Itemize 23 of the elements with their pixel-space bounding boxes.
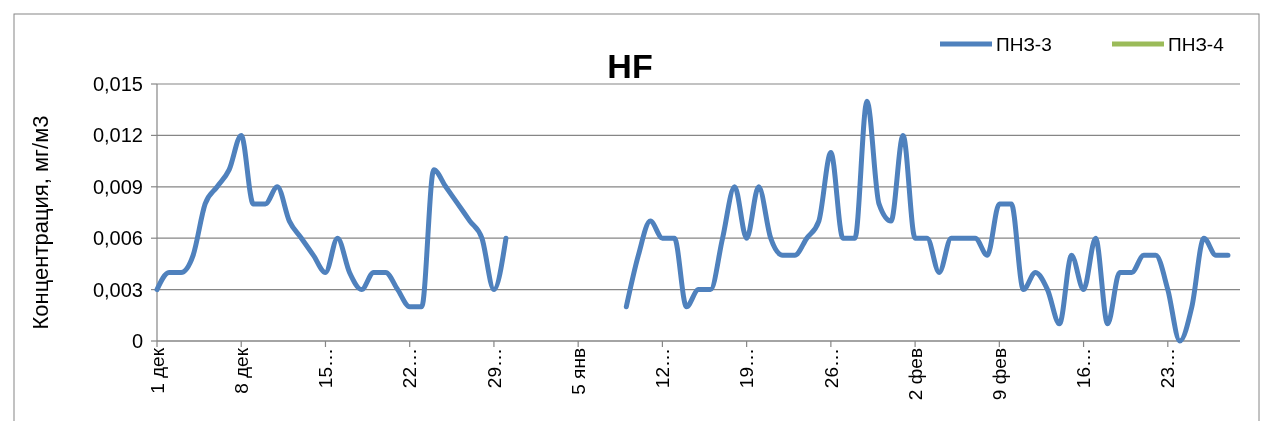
legend-label: ПНЗ-4 <box>1168 33 1225 55</box>
y-axis-title: Концентрация, мг/м3 <box>28 115 53 330</box>
x-tick-label: 26… <box>820 348 842 389</box>
y-tick-label: 0,015 <box>92 73 143 95</box>
x-tick-label: 2 фев <box>904 348 926 401</box>
x-tick-label: 1 дек <box>146 347 168 394</box>
x-tick-label: 8 дек <box>230 347 252 394</box>
y-tick-label: 0,012 <box>92 124 143 147</box>
x-tick-label: 12… <box>652 348 674 389</box>
legend-label: ПНЗ-3 <box>996 33 1052 55</box>
x-tick-label: 9 фев <box>988 348 1010 401</box>
y-tick-label: 0,009 <box>92 175 143 198</box>
x-tick-label: 5 янв <box>567 348 589 395</box>
x-tick-label: 19… <box>736 348 758 389</box>
chart-title: HF <box>607 47 653 85</box>
x-tick-label: 15… <box>315 348 337 389</box>
y-tick-label: 0 <box>131 330 143 352</box>
x-tick-label: 23… <box>1157 348 1179 389</box>
y-tick-label: 0,003 <box>92 278 143 301</box>
y-tick-label: 0,006 <box>92 227 143 250</box>
x-tick-label: 22… <box>399 348 421 389</box>
x-tick-label: 16… <box>1073 348 1095 389</box>
x-tick-label: 29… <box>483 348 505 389</box>
